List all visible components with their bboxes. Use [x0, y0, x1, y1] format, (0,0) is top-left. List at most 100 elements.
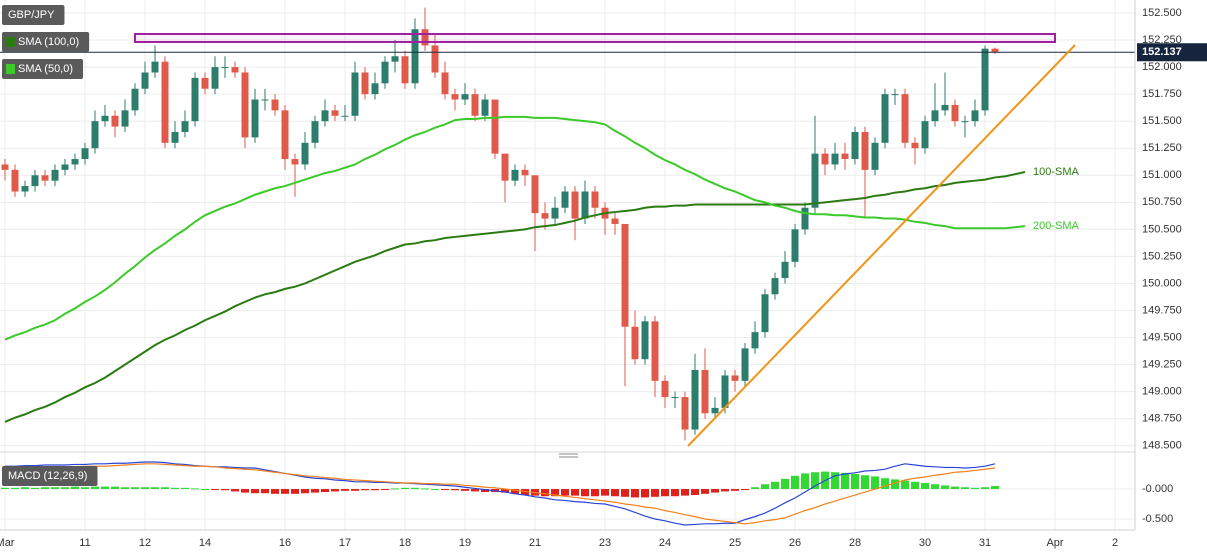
mark-layer [0, 7, 1135, 526]
legend-label: SMA (100,0) [18, 36, 79, 48]
candle-body [841, 153, 849, 160]
histogram-bar [51, 487, 59, 490]
candle-body [161, 61, 169, 143]
candle-body [301, 142, 309, 165]
candle-body [451, 94, 459, 100]
legend-label: MACD (12,26,9) [8, 470, 87, 482]
histogram-bar [831, 472, 839, 490]
histogram-bar [461, 489, 469, 491]
histogram-bar [661, 489, 669, 497]
histogram-bar [421, 488, 429, 490]
candle-body [511, 169, 519, 181]
x-tick-label: 17 [339, 537, 351, 549]
legend-swatch [6, 64, 15, 74]
legend-entry: GBP/JPY [2, 5, 65, 25]
legend-entry: SMA (50,0) [2, 59, 84, 79]
x-tick-label: 14 [199, 537, 211, 549]
candle-body [351, 72, 359, 116]
candle-body [491, 99, 499, 154]
histogram-bar [691, 489, 699, 496]
histogram-bar [681, 489, 689, 496]
y-tick-label: 149.750 [1142, 304, 1182, 316]
candle-body [971, 110, 979, 122]
histogram-bar [231, 489, 239, 492]
y-tick-label: -0.500 [1142, 513, 1173, 525]
last-price-label: 152.137 [1142, 46, 1182, 58]
histogram-bar [991, 486, 999, 490]
histogram-bar [131, 487, 139, 490]
x-tick-label: 24 [659, 537, 671, 549]
histogram-bar [941, 485, 949, 490]
candle-body [771, 278, 779, 295]
candle-body [31, 175, 39, 187]
histogram-bar [981, 487, 989, 490]
candle-body [941, 104, 949, 111]
candle-body [81, 148, 89, 160]
candle-body [111, 115, 119, 127]
legend-swatch [6, 37, 15, 47]
candle-body [461, 94, 469, 100]
candle-body [541, 213, 549, 219]
candle-body [701, 370, 709, 414]
candle-body [611, 218, 619, 224]
support-trendline [687, 44, 1076, 447]
candle-body [691, 370, 699, 430]
last-price-box [1137, 43, 1207, 62]
candle-body [221, 67, 229, 69]
sma-line [4, 115, 1026, 341]
candle-body [851, 131, 859, 160]
legend-entry: SMA (100,0) [2, 32, 90, 52]
y-tick-label: 150.250 [1142, 250, 1182, 262]
histogram-bar [451, 489, 459, 491]
y-tick-label: 150.000 [1142, 277, 1182, 289]
candle-body [11, 169, 19, 192]
candle-body [861, 131, 869, 170]
candle-body [911, 142, 919, 149]
resistance-zone [134, 33, 1056, 43]
histogram-bar [581, 489, 589, 497]
histogram-bar [71, 486, 79, 490]
histogram-bar [331, 489, 339, 492]
x-tick-label: 21 [529, 537, 541, 549]
histogram-bar [151, 487, 159, 490]
candle-body [21, 186, 29, 192]
histogram-bar [61, 487, 69, 490]
x-tick-label: Mar [0, 537, 15, 549]
candle-body [101, 115, 109, 122]
candle-body [431, 45, 439, 73]
histogram-bar [541, 489, 549, 497]
candle-body [291, 159, 299, 165]
candle-body [891, 94, 899, 96]
y-tick-label: 148.500 [1142, 440, 1182, 452]
histogram-bar [251, 489, 259, 494]
candle-body [311, 121, 319, 143]
label-layer: Mar 11 12 14 16 17 18 19 21 23 24 25 26 28 30 31 Apr 2 148… [0, 5, 1207, 549]
candle-body [581, 191, 589, 219]
x-tick-label: 26 [789, 537, 801, 549]
sma-annotation: 200-SMA [1033, 220, 1080, 232]
histogram-bar [751, 487, 759, 490]
histogram-bar [641, 489, 649, 498]
histogram-bar [181, 487, 189, 490]
histogram-bar [621, 489, 629, 497]
histogram-bar [301, 489, 309, 494]
candle-body [71, 159, 79, 165]
histogram-bar [951, 486, 959, 490]
y-tick-label: 152.000 [1142, 61, 1182, 73]
candle-body [281, 110, 289, 160]
candle-body [501, 153, 509, 181]
candle-body [951, 104, 959, 122]
histogram-bar [211, 489, 219, 491]
histogram-bar [871, 476, 879, 490]
histogram-bar [31, 487, 39, 490]
candle-body [1, 164, 9, 170]
candle-body [921, 121, 929, 149]
candle-body [141, 72, 149, 89]
sma-annotation: 100-SMA [1033, 166, 1080, 178]
histogram-bar [121, 487, 129, 490]
candle-body [931, 110, 939, 122]
candle-body [191, 77, 199, 122]
candle-body [181, 121, 189, 132]
